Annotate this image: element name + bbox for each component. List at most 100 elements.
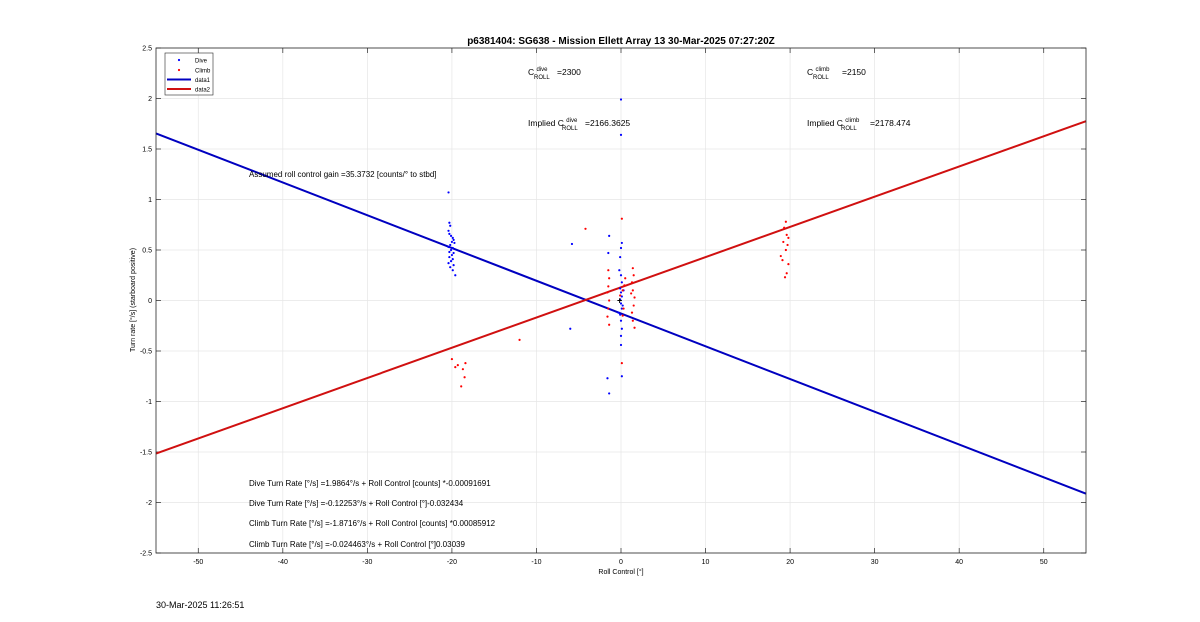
data-point-dive [619,98,623,101]
y-tick-label: -0.5 [140,349,152,356]
data-point-dive [619,343,623,347]
y-tick-label: -2 [146,500,152,507]
y-tick-label: 1.5 [142,147,152,154]
data-point-climb [787,236,790,239]
x-tick-label: 40 [955,559,963,566]
data-point-dive [448,232,451,235]
data-point-dive [607,251,610,255]
data-point-climb [456,364,459,367]
chart-title: p6381404: SG638 - Mission Ellett Array 1… [467,36,775,47]
data-point-dive [447,245,450,249]
annotation-c-climb: C climb ROLL =2150 [807,63,866,81]
fit-line-data1 [155,132,1087,495]
data-point-dive [452,264,455,267]
data-point-dive [453,241,456,245]
data-point-climb [463,376,466,379]
equation-dive-degrees: Dive Turn Rate [°/s] =-0.12253°/s + Roll… [249,499,464,508]
plot-frame [155,47,1087,554]
data-point-climb [633,296,636,299]
legend-marker-climb [177,68,181,72]
data-point-dive [447,229,450,232]
legend-label-data2: data2 [195,88,211,94]
data-point-dive [570,242,574,246]
x-tick-label: 0 [619,559,623,566]
data-point-dive [621,304,624,307]
data-point-dive [620,281,623,284]
fit-line-data2 [155,120,1087,455]
data-point-dive [447,191,450,194]
data-point-dive [617,311,620,314]
data-point-dive [619,287,622,290]
y-tick-label: 0 [148,298,152,305]
y-tick-label: 2 [148,96,152,103]
data-point-dive [606,377,609,380]
data-point-climb [631,319,634,322]
data-point-dive [451,257,454,261]
data-point-climb [460,385,463,388]
fit-lines [155,120,1087,495]
x-tick-label: 10 [702,559,710,566]
data-point-climb [784,220,787,223]
data-point-dive [619,291,623,294]
x-tick-label: -20 [447,559,457,566]
data-point-dive [620,241,623,245]
data-point-climb [620,362,623,365]
data-point-dive [447,262,450,265]
data-point-dive [449,248,453,252]
x-tick-label: -30 [362,559,372,566]
data-point-climb [607,285,610,288]
x-axis-label: Roll Control [°] [598,568,643,576]
y-tick-label: -2.5 [140,551,152,558]
data-point-dive [451,246,454,250]
data-point-dive [448,221,451,224]
data-point-climb [624,277,627,280]
y-tick-label: 2.5 [142,46,152,53]
annotation-roll-gain: Assumed roll control gain =35.3732 [coun… [249,170,437,179]
data-point-dive [619,334,623,337]
data-point-dive [619,133,623,136]
data-point-climb [584,227,587,230]
equation-climb-degrees: Climb Turn Rate [°/s] =-0.024463°/s + Ro… [249,540,465,549]
data-point-climb [622,307,625,310]
data-point-dive [449,224,452,227]
equation-climb-counts: Climb Turn Rate [°/s] =-1.8716°/s + Roll… [249,519,496,528]
data-point-dive [619,246,623,250]
data-point-climb [633,326,636,329]
data-point-dive [620,327,623,330]
data-point-climb [782,240,785,244]
data-point-dive [450,253,454,257]
data-point-climb [606,291,609,294]
x-tick-label: 30 [871,559,879,566]
data-point-climb [630,311,634,314]
x-tick-label: -40 [278,559,288,566]
data-point-climb [623,284,626,287]
equation-dive-counts: Dive Turn Rate [°/s] =1.9864°/s + Roll C… [249,479,491,488]
annotation-implied-climb: Implied C climb ROLL =2178.474 [807,114,911,132]
data-point-climb [606,315,609,318]
data-point-dive [450,240,454,244]
data-point-climb [632,274,635,277]
data-point-dive [619,274,623,277]
data-point-dive [620,295,623,298]
data-point-dive [452,251,455,255]
data-point-dive [452,238,455,241]
data-point-climb [461,368,464,371]
x-tick-label: -50 [193,559,203,566]
legend-label-climb: Climb [195,69,211,75]
data-point-climb [779,254,782,258]
annotation-c-dive: C dive ROLL =2300 [528,63,581,81]
y-tick-label: -1 [146,399,152,406]
data-point-climb [784,248,787,252]
data-point-climb [621,289,624,292]
legend-label-data1: data1 [195,78,211,84]
data-point-dive [618,269,621,272]
data-point-climb [630,292,633,295]
data-point-climb [607,307,610,310]
data-point-climb [783,276,787,279]
data-point-climb [781,259,784,262]
data-point-climb [619,294,622,297]
data-point-climb [450,357,454,361]
data-point-dive [454,274,457,277]
data-point-climb [608,299,611,302]
